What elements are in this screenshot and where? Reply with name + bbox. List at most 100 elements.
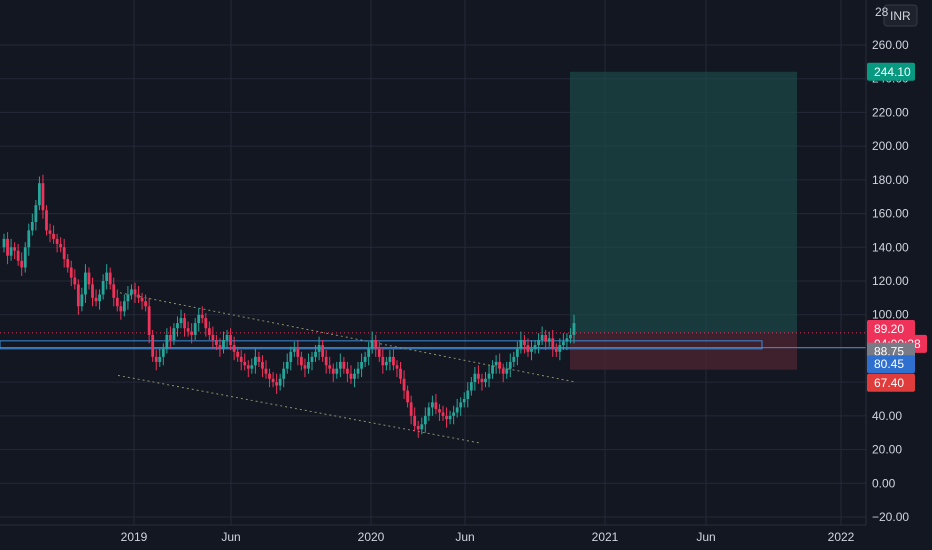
candle-body [498,361,502,369]
candle-body [98,294,101,302]
candle-body [41,183,45,211]
candle-body [523,340,526,346]
candle-body [367,348,371,357]
price-axis-area [866,0,932,525]
candle-body [165,334,169,349]
candle-body [360,361,363,369]
candle-body [392,356,395,366]
candle-body [331,368,335,374]
candle-body [261,361,264,369]
price-label-text-last: 89.20 [874,322,904,336]
candle-body [303,365,307,369]
candle-body [420,424,424,430]
candle-body [126,294,130,302]
candle-body [27,230,31,248]
candle-body [540,334,544,340]
y-tick-label: 20.00 [872,443,902,457]
candle-body [9,247,13,256]
candle-body [335,368,339,374]
candle-body [310,356,314,362]
candle-body [34,205,38,222]
candle-body [459,402,463,408]
candle-body [112,284,116,298]
candle-body [338,361,342,369]
y-tick-labels: 260.00240.00220.00200.00180.00160.00140.… [872,38,909,524]
candle-body [264,368,268,374]
candle-body [324,356,328,366]
trend-lines [117,292,577,444]
candle-body [119,306,123,312]
candle-body [23,247,27,268]
candle-body [448,415,452,420]
candle-body [430,402,434,408]
candle-body [222,340,225,349]
candle-body [91,284,94,298]
candle-body [52,233,55,239]
candle-body [452,412,456,416]
candle-body [477,373,480,379]
candle-body [80,294,84,307]
candle-body [285,361,289,369]
support-box [0,340,763,350]
candle-body [215,340,218,346]
candle-body [487,373,491,379]
candle-body [519,340,523,349]
candle-body [66,259,70,268]
candle-body [73,277,77,285]
candle-body [551,338,555,349]
x-tick-label: 2021 [592,530,619,544]
candle-body [413,415,417,426]
candle-body [561,341,565,346]
x-tick-label: Jun [696,530,715,544]
candle-body [207,328,211,335]
candle-body [370,340,374,349]
candle-body [455,407,459,413]
lower-trend-line [117,374,480,444]
y-tick-label: −20.00 [872,510,909,524]
candle-body [395,365,399,369]
candle-body [299,356,303,366]
candle-body [388,356,392,362]
candle-body [48,230,52,234]
candle-body [515,348,519,357]
candle-body [384,361,388,366]
candle-body [491,365,494,374]
candle-body [484,378,487,383]
candle-body [296,348,300,357]
candle-body [292,348,296,352]
candle-body [374,340,378,349]
y-tick-label: 0.00 [872,476,896,490]
candle-body [115,297,119,307]
stop-zone [570,332,797,370]
candle-body [154,356,158,362]
candle-body [122,301,126,312]
candle-body [197,314,201,324]
candle-body [211,334,215,340]
candles [2,174,576,438]
candle-body [462,399,466,403]
candle-body [423,415,427,425]
candle-body [229,334,232,346]
price-label-last [867,320,915,339]
candle-body [161,348,165,357]
y-tick-label: 200.00 [872,139,909,153]
candle-body [69,267,73,278]
candle-body [406,390,410,403]
y-tick-label: 160.00 [872,207,909,221]
candle-body [183,318,186,329]
candle-body [275,382,279,386]
candle-body [239,356,243,362]
currency-badge[interactable] [883,4,918,27]
candle-body [328,365,332,369]
candle-body [342,361,346,369]
x-tick-label: Jun [221,530,240,544]
candle-body [353,373,356,379]
candle-body [278,378,282,386]
candle-body [554,348,558,352]
candle-body [101,281,105,295]
candle-body [427,407,431,416]
candle-body [508,361,512,369]
candle-body [537,340,540,346]
